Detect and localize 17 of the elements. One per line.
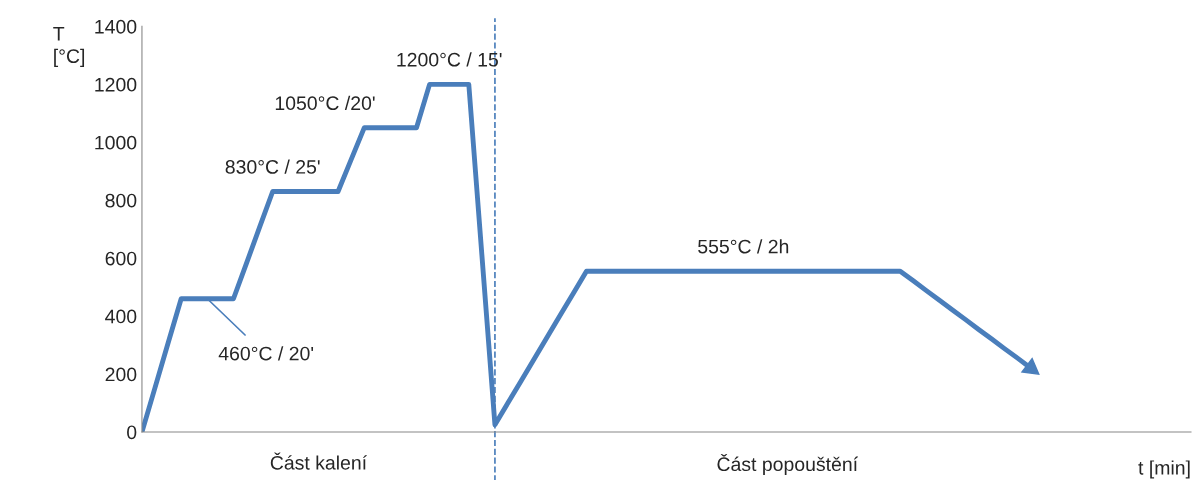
y-tick-label: 400 bbox=[105, 309, 137, 324]
text: t [min] bbox=[1138, 460, 1190, 479]
text: Část popouštění bbox=[717, 453, 858, 475]
annotation: 1050°C /20' bbox=[275, 95, 375, 111]
y-tick-label: 200 bbox=[105, 367, 137, 382]
y-tick-label: 800 bbox=[105, 193, 137, 208]
y-tick-label: 1000 bbox=[95, 135, 137, 150]
y-tick-label: 1200 bbox=[95, 77, 137, 92]
y-axis-title: T [°C] bbox=[53, 27, 85, 67]
y-tick-label: 0 bbox=[127, 425, 137, 440]
annotation: 830°C / 25' bbox=[225, 159, 320, 174]
annotation: 555°C / 2h bbox=[698, 239, 789, 254]
annotation: 1200°C / 15' bbox=[397, 52, 502, 67]
y-tick-label: 600 bbox=[105, 251, 137, 266]
y-tick-label: 1400 bbox=[95, 19, 137, 34]
text: Část kalení bbox=[270, 452, 367, 470]
annotation: 460°C / 20' bbox=[218, 346, 314, 361]
